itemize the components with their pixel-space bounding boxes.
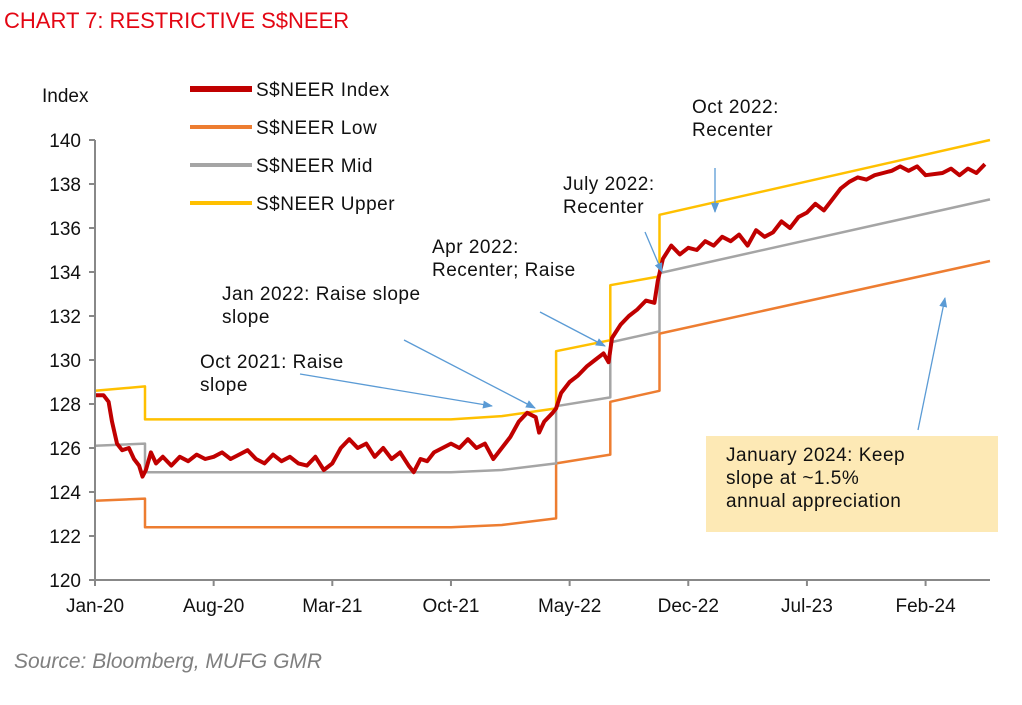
annotation-line: Recenter bbox=[563, 197, 645, 218]
series-line-index bbox=[95, 162, 987, 479]
annotation-line: Oct 2021: Raise bbox=[200, 352, 344, 373]
annotation-line: slope bbox=[200, 375, 248, 396]
legend-label-upper: S$NEER Upper bbox=[256, 194, 396, 215]
annotation-apr-2022: Apr 2022: Recenter; Raise bbox=[432, 236, 576, 282]
annotation-line: Oct 2022: bbox=[692, 97, 779, 118]
series-layer bbox=[94, 138, 991, 529]
annotation-oct-2022: Oct 2022: Recenter bbox=[692, 96, 779, 142]
annotation-line: Apr 2022: bbox=[432, 237, 519, 258]
annotation-line: annual appreciation bbox=[726, 491, 902, 512]
source-note: Source: Bloomberg, MUFG GMR bbox=[14, 650, 323, 673]
annotation-line: July 2022: bbox=[563, 174, 655, 195]
annotation-arrows bbox=[299, 168, 948, 431]
legend-item-low: S$NEER Low bbox=[190, 118, 377, 140]
legend-item-index: S$NEER Index bbox=[190, 80, 390, 102]
y-tick-label: 132 bbox=[49, 307, 81, 328]
annotation-oct-2021: Oct 2021: Raise slope bbox=[200, 351, 344, 397]
chart-title: CHART 7: RESTRICTIVE S$NEER bbox=[4, 8, 350, 33]
y-tick-label: 130 bbox=[49, 351, 81, 372]
legend-swatch-index bbox=[190, 85, 252, 92]
axes-layer: 120 122 124 126 128 130 132 134 136 138 140 Jan-20 A… bbox=[49, 131, 990, 617]
arrow-jul-2022 bbox=[644, 231, 663, 273]
legend-label-low: S$NEER Low bbox=[256, 118, 378, 139]
annotation-line: Jan 2022: Raise slope bbox=[222, 284, 421, 305]
y-tick-label: 134 bbox=[49, 263, 81, 284]
x-tick-label: Dec-22 bbox=[658, 596, 719, 617]
y-tick-label: 122 bbox=[49, 527, 81, 548]
y-axis-label: Index bbox=[42, 86, 89, 107]
y-tick-label: 120 bbox=[49, 571, 81, 592]
x-tick-label: Aug-20 bbox=[183, 596, 244, 617]
arrow-jan-2024 bbox=[917, 297, 948, 431]
arrow-apr-2022 bbox=[539, 311, 606, 347]
x-tick-label: Jan-20 bbox=[66, 596, 124, 617]
annotation-jan-2022: Jan 2022: Raise slope slope bbox=[222, 283, 421, 329]
x-tick-label: Jul-23 bbox=[781, 596, 833, 617]
legend-swatch-mid bbox=[190, 162, 252, 167]
annotation-jan-2024-box: January 2024: Keep slope at ~1.5% annual a… bbox=[706, 436, 998, 532]
x-tick-label: Mar-21 bbox=[302, 596, 362, 617]
legend-item-mid: S$NEER Mid bbox=[190, 156, 373, 178]
x-tick-label: Feb-24 bbox=[895, 596, 956, 617]
legend-label-mid: S$NEER Mid bbox=[256, 156, 373, 177]
legend-swatch-low bbox=[190, 124, 252, 129]
legend-swatch-upper bbox=[190, 200, 252, 205]
y-tick-label: 126 bbox=[49, 439, 81, 460]
y-tick-label: 140 bbox=[49, 131, 81, 152]
series-line-low bbox=[94, 259, 991, 529]
arrow-jan-2022 bbox=[403, 339, 536, 409]
legend-item-upper: S$NEER Upper bbox=[190, 194, 395, 216]
annotation-line: January 2024: Keep bbox=[726, 445, 906, 466]
y-tick-label: 138 bbox=[49, 175, 81, 196]
annotation-line: Recenter; Raise bbox=[432, 260, 576, 281]
x-tick-label: May-22 bbox=[538, 596, 601, 617]
annotation-line: Recenter bbox=[692, 120, 774, 141]
legend-label-index: S$NEER Index bbox=[256, 80, 390, 101]
y-tick-label: 128 bbox=[49, 395, 81, 416]
annotation-jul-2022: July 2022: Recenter bbox=[563, 173, 655, 219]
x-tick-label: Oct-21 bbox=[422, 596, 479, 617]
annotation-line: slope bbox=[222, 307, 270, 328]
y-tick-label: 124 bbox=[49, 483, 81, 504]
arrow-oct-2021 bbox=[299, 373, 493, 409]
y-tick-label: 136 bbox=[49, 219, 81, 240]
annotation-line: slope at ~1.5% bbox=[726, 468, 860, 489]
